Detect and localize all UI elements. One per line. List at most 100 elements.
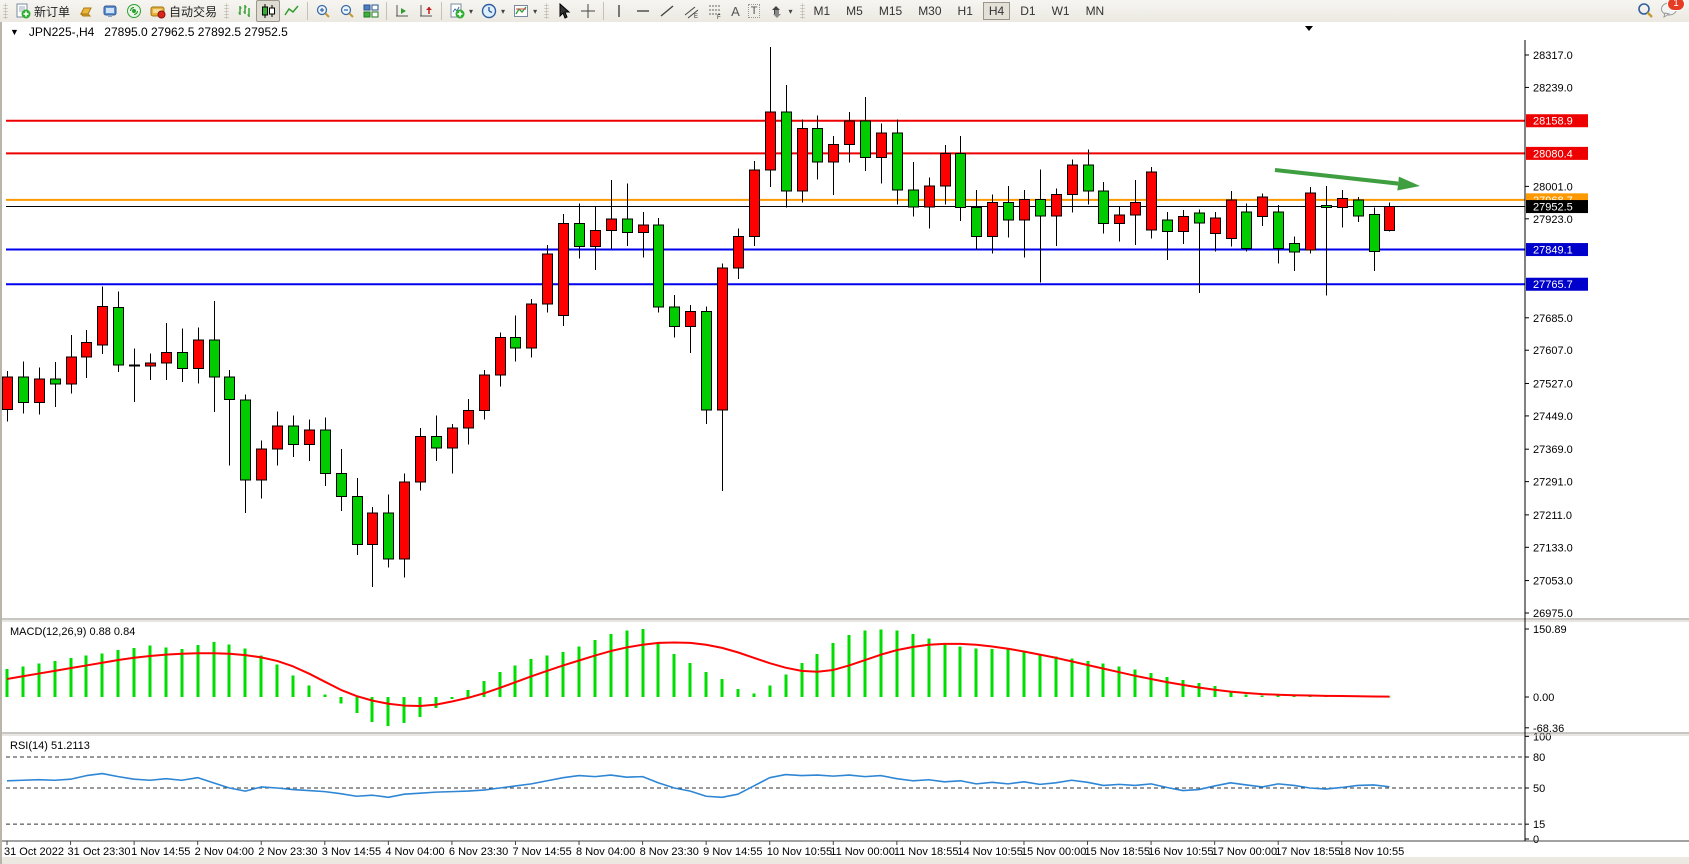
price-tick-label: 27527.0: [1533, 378, 1573, 390]
new-order-button[interactable]: 新订单: [11, 0, 74, 22]
candle-body: [415, 435, 426, 483]
candle-body: [812, 128, 823, 163]
trend-arrow-head[interactable]: [1397, 176, 1420, 191]
indicators-button[interactable]: ▾: [445, 0, 477, 22]
candle-body: [1321, 205, 1332, 209]
timeframe-toolbar: M1 M5 M15 M30 H1 H4 D1 W1 MN: [808, 2, 1111, 20]
fibonacci-button[interactable]: F: [703, 0, 727, 22]
time-axis[interactable]: 31 Oct 2022 31 Oct 23:30 1 Nov 14:55 2 Nov …: [4, 841, 1404, 858]
timeframe-button-m15[interactable]: M15: [878, 4, 903, 18]
channel-button[interactable]: E: [679, 0, 703, 22]
macd-bar: [1276, 695, 1280, 697]
periods-button[interactable]: ▾: [477, 0, 509, 22]
candle-body: [34, 378, 45, 404]
candle-body: [1098, 190, 1109, 224]
cursor-button[interactable]: [552, 0, 576, 22]
macd-panel[interactable]: MACD(12,26,9) 0.88 0.84: [5, 626, 1391, 726]
templates-button[interactable]: ▾: [509, 0, 541, 22]
candle-body: [622, 218, 633, 234]
notification-badge: 1: [1667, 0, 1685, 11]
zoom-out-button[interactable]: [335, 0, 359, 22]
macd-bar: [466, 689, 470, 697]
chart-shift-marker[interactable]: [1305, 26, 1313, 31]
trend-arrow-line[interactable]: [1274, 168, 1399, 186]
signal-button[interactable]: [122, 0, 146, 22]
candle-body: [574, 222, 585, 248]
candle-body: [1051, 193, 1062, 217]
timeframe-button-h4[interactable]: H4: [982, 2, 1011, 20]
trendline-button[interactable]: [655, 0, 679, 22]
annotations-layer[interactable]: [1274, 26, 1420, 191]
terminal-button[interactable]: [98, 0, 122, 22]
macd-bar: [736, 688, 740, 697]
macd-bar: [688, 663, 692, 697]
candle-body: [685, 311, 696, 328]
candle-body: [1369, 214, 1380, 252]
macd-bar: [1197, 683, 1201, 697]
bar-chart-type-button[interactable]: [232, 0, 256, 22]
rsi-panel[interactable]: RSI(14) 51.2113: [6, 740, 1525, 825]
horizontal-line-button[interactable]: [631, 0, 655, 22]
candle-body: [336, 473, 347, 498]
toolbar-grip[interactable]: [544, 3, 550, 19]
text-button[interactable]: A: [727, 0, 744, 22]
candle-body: [1114, 214, 1125, 224]
price-axis[interactable]: 28317.0 28239.0 28001.0 27923.0 27685.0 27607…: [1525, 50, 1588, 846]
price-badge-label: 27952.5: [1533, 202, 1573, 214]
candle-body: [1257, 196, 1268, 218]
crosshair-button[interactable]: [576, 0, 600, 22]
timeframe-button-m1[interactable]: M1: [813, 4, 831, 18]
timeframe-button-m30[interactable]: M30: [918, 4, 942, 18]
timeframe-button-m5[interactable]: M5: [846, 4, 863, 18]
macd-bar: [291, 675, 295, 697]
candle-body: [129, 364, 140, 367]
arrows-button[interactable]: ▾: [764, 0, 796, 22]
toolbar-grip[interactable]: [799, 3, 805, 19]
timeframe-button-d1[interactable]: D1: [1020, 4, 1036, 18]
price-tick-label: 27607.0: [1533, 345, 1573, 357]
time-tick-label: 15 Nov 00:00: [1021, 846, 1086, 858]
line-chart-type-button[interactable]: [280, 0, 304, 22]
price-chart[interactable]: MACD(12,26,9) 0.88 0.84 RSI(14) 51.2113 28…: [2, 22, 1689, 864]
candle-body: [177, 352, 188, 370]
terminal-icon: [102, 3, 118, 19]
chevron-down-icon[interactable]: ▼: [10, 27, 19, 37]
timeframe-button-w1[interactable]: W1: [1051, 4, 1070, 18]
vertical-line-button[interactable]: [607, 0, 631, 22]
tile-windows-button[interactable]: [359, 0, 383, 22]
toolbar-grip[interactable]: [3, 3, 8, 19]
zoom-in-button[interactable]: [311, 0, 335, 22]
auto-scroll-button[interactable]: [390, 0, 414, 22]
price-tick-label: 28317.0: [1533, 50, 1573, 62]
price-tick-label: 27133.0: [1533, 542, 1573, 554]
timeframe-button-mn[interactable]: MN: [1085, 4, 1105, 18]
candle-body: [971, 207, 982, 238]
macd-bar: [672, 654, 676, 697]
candle-body: [1353, 199, 1364, 217]
gold-bar-button[interactable]: [74, 0, 98, 22]
rsi-tick-label: 50: [1533, 783, 1545, 795]
text-label-button[interactable]: T: [744, 0, 765, 22]
main-toolbar: 新订单 自动交易 ▾ ▾: [0, 0, 1689, 23]
candle-body: [717, 267, 728, 411]
timeframe-button-h1[interactable]: H1: [957, 4, 973, 18]
search-icon[interactable]: [1636, 1, 1654, 22]
candle-body: [1226, 199, 1237, 239]
time-tick-label: 11 Nov 18:55: [894, 846, 959, 858]
candlestick-icon: [260, 3, 276, 19]
time-tick-label: 31 Oct 2022: [4, 846, 64, 858]
macd-bar: [1022, 651, 1026, 697]
chart-shift-button[interactable]: [414, 0, 438, 22]
time-tick-label: 8 Nov 04:00: [576, 846, 635, 858]
macd-bar: [21, 666, 25, 697]
candles-layer[interactable]: [2, 47, 1395, 587]
toolbar-grip[interactable]: [224, 3, 230, 19]
candle-body: [50, 378, 61, 385]
autotrading-button[interactable]: 自动交易: [146, 0, 221, 22]
chat-button[interactable]: 1: [1660, 0, 1685, 22]
macd-bar: [513, 665, 517, 697]
time-tick-label: 11 Nov 00:00: [830, 846, 895, 858]
candle-body: [844, 120, 855, 145]
ohlc-readout: 27895.0 27962.5 27892.5 27952.5: [104, 25, 288, 39]
candlestick-chart-type-button[interactable]: [256, 0, 281, 22]
